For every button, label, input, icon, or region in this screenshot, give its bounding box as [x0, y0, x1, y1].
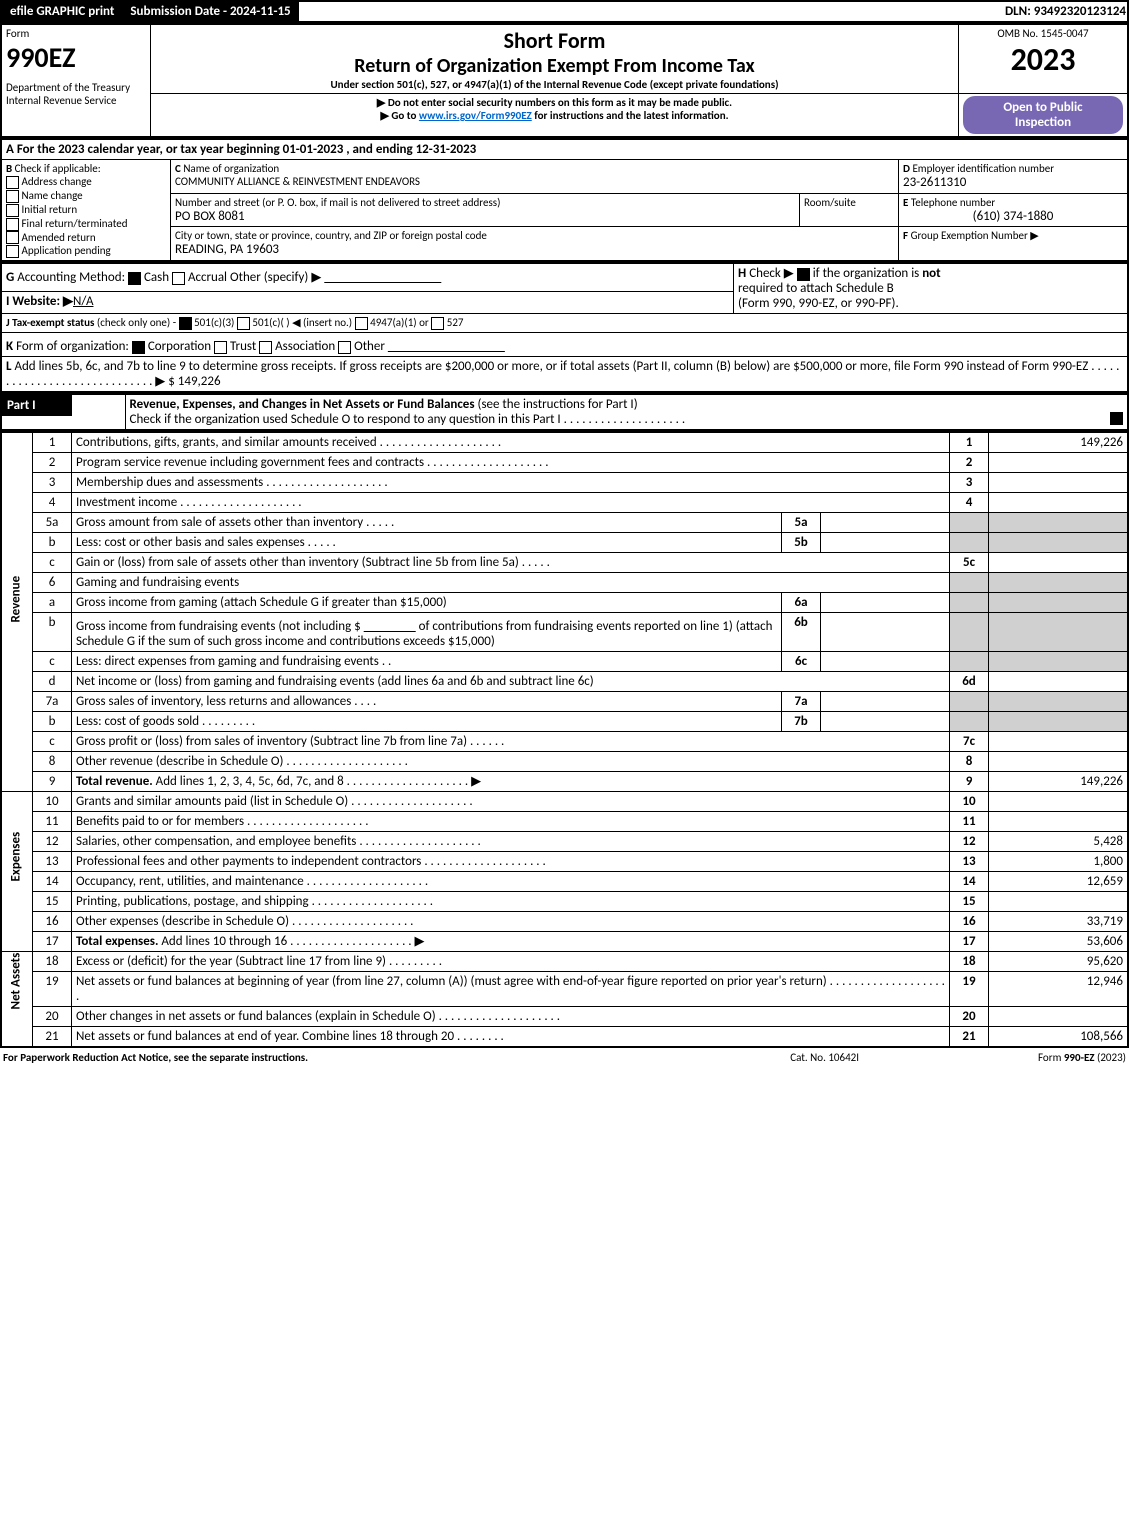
short-form: Short Form	[155, 27, 954, 54]
addr: PO BOX 8081	[175, 209, 795, 224]
cb-trust[interactable]	[214, 341, 227, 354]
part1-heading: Revenue, Expenses, and Changes in Net As…	[130, 397, 475, 412]
cb-name[interactable]	[6, 190, 19, 203]
cb-initial[interactable]	[6, 204, 19, 217]
val-14: 12,659	[989, 872, 1129, 892]
omb: OMB No. 1545-0047	[963, 27, 1123, 40]
footer-left: For Paperwork Reduction Act Notice, see …	[2, 1050, 738, 1065]
dept: Department of the Treasury	[6, 81, 146, 94]
line-a: For the 2023 calendar year, or tax year …	[17, 142, 476, 157]
part1-header: Part I Revenue, Expenses, and Changes in…	[0, 393, 1129, 431]
val-9: 149,226	[989, 772, 1129, 792]
cb-final[interactable]	[6, 218, 19, 231]
cb-h[interactable]	[797, 268, 810, 281]
part1-check: Check if the organization used Schedule …	[130, 412, 561, 427]
submission-date: Submission Date - 2024-11-15	[122, 2, 298, 21]
form-number: 990EZ	[6, 40, 146, 75]
b-label: Check if applicable:	[15, 162, 101, 175]
form-word: Form	[6, 27, 146, 40]
tax-year: 2023	[963, 40, 1123, 79]
cb-accrual[interactable]	[172, 272, 185, 285]
section-expenses: Expenses	[9, 862, 24, 882]
irs: Internal Revenue Service	[6, 94, 146, 107]
val-19: 12,946	[989, 972, 1129, 1007]
section-revenue: Revenue	[9, 602, 24, 622]
cb-pending[interactable]	[6, 245, 19, 258]
val-1: 149,226	[989, 432, 1129, 453]
dln: DLN: 93492320123124	[796, 1, 1128, 22]
title: Return of Organization Exempt From Incom…	[155, 54, 954, 78]
part1-badge: Part I	[2, 395, 72, 416]
topbar: efile GRAPHIC print Submission Date - 20…	[0, 0, 1129, 23]
phone: (610) 374-1880	[903, 209, 1123, 224]
cb-assoc[interactable]	[259, 341, 272, 354]
cb-cash[interactable]	[128, 272, 141, 285]
efile-link[interactable]: efile GRAPHIC print	[2, 2, 122, 21]
cb-addr[interactable]	[6, 176, 19, 189]
cb-amended[interactable]	[6, 231, 19, 244]
cb-527[interactable]	[431, 317, 444, 330]
g-label: Accounting Method:	[17, 270, 125, 285]
irs-link[interactable]: www.irs.gov/Form990EZ	[419, 109, 532, 122]
open-public: Open to Public Inspection	[963, 96, 1123, 134]
room: Room/suite	[800, 193, 899, 227]
c-label: Name of organization	[183, 162, 279, 175]
section-a-to-f: A For the 2023 calendar year, or tax yea…	[0, 138, 1129, 262]
city-label: City or town, state or province, country…	[175, 229, 894, 242]
cb-corp[interactable]	[132, 341, 145, 354]
header-block: Form 990EZ Department of the Treasury In…	[0, 23, 1129, 138]
f-label: Group Exemption Number	[911, 229, 1028, 242]
under-section: Under section 501(c), 527, or 4947(a)(1)…	[155, 78, 954, 91]
ssn-warning: ▶ Do not enter social security numbers o…	[155, 96, 954, 109]
l-val: $ 149,226	[168, 374, 220, 389]
org-name: COMMUNITY ALLIANCE & REINVESTMENT ENDEAV…	[175, 175, 894, 188]
val-12: 5,428	[989, 832, 1129, 852]
cb-schedo[interactable]	[1110, 412, 1123, 425]
d-label: Employer identification number	[912, 162, 1054, 175]
section-netassets: Net Assets	[9, 989, 24, 1009]
goto: ▶ Go to www.irs.gov/Form990EZ for instru…	[155, 109, 954, 122]
cb-501c[interactable]	[237, 317, 250, 330]
val-17: 53,606	[989, 932, 1129, 952]
ein: 23-2611310	[903, 175, 1123, 190]
cb-4947[interactable]	[355, 317, 368, 330]
e-label: Telephone number	[911, 196, 995, 209]
website: N/A	[73, 294, 93, 309]
addr-label: Number and street (or P. O. box, if mail…	[175, 196, 795, 209]
page: efile GRAPHIC print Submission Date - 20…	[0, 0, 1129, 1067]
val-21: 108,566	[989, 1027, 1129, 1048]
i-label: Website: ▶	[12, 294, 73, 309]
city: READING, PA 19603	[175, 242, 894, 257]
cb-501c3[interactable]	[179, 317, 192, 330]
part1-table: Revenue 1 Contributions, gifts, grants, …	[0, 431, 1129, 1048]
val-16: 33,719	[989, 912, 1129, 932]
cb-other[interactable]	[338, 341, 351, 354]
section-g-to-l: G Accounting Method: Cash Accrual Other …	[0, 262, 1129, 393]
footer: For Paperwork Reduction Act Notice, see …	[0, 1048, 1129, 1067]
val-13: 1,800	[989, 852, 1129, 872]
cat-no: Cat. No. 10642I	[740, 1050, 910, 1065]
val-18: 95,620	[989, 952, 1129, 972]
